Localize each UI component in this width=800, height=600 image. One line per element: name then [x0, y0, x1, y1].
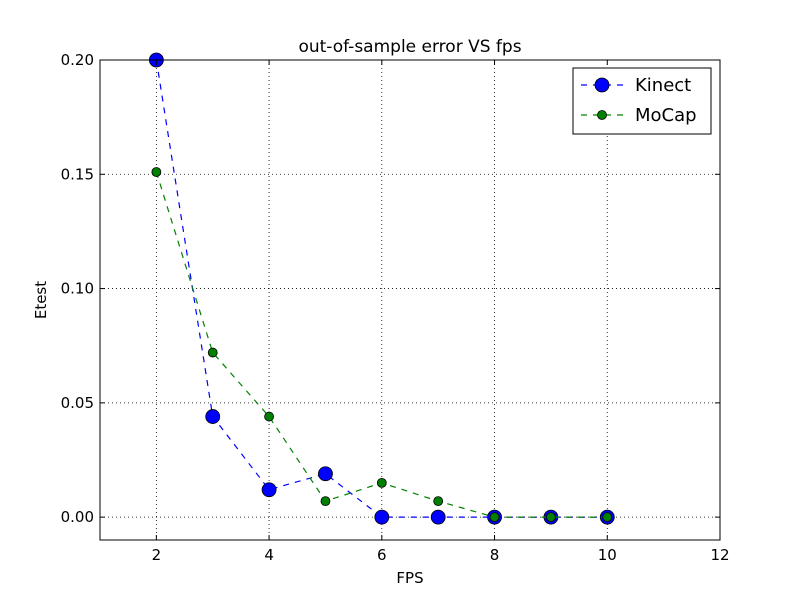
x-axis-title: FPS — [396, 569, 423, 587]
data-point — [207, 347, 218, 358]
x-tick-label: 2 — [152, 546, 162, 564]
legend-item: Kinect — [581, 75, 691, 96]
legend-label: Kinect — [635, 75, 691, 96]
y-tick-label: 0.20 — [61, 51, 94, 69]
x-tick-label: 6 — [377, 546, 387, 564]
data-point — [546, 512, 556, 523]
data-point — [264, 411, 274, 422]
x-tick-label: 8 — [490, 546, 500, 564]
y-tick-label: 0.10 — [61, 280, 94, 298]
y-axis-title: Etest — [32, 281, 50, 319]
y-tick-label: 0.15 — [61, 165, 94, 183]
legend-label: MoCap — [635, 105, 697, 126]
legend-box — [572, 67, 712, 135]
data-point — [376, 477, 387, 488]
axis-ticks: 2 4 6 8 10 12 0.00 0.05 0.10 0.15 0.20 — [61, 51, 730, 564]
data-point — [602, 512, 613, 523]
x-tick-label: 12 — [710, 546, 729, 564]
x-tick-label: 10 — [598, 546, 617, 564]
legend-item: MoCap — [581, 105, 697, 126]
data-point — [320, 496, 331, 507]
data-point — [318, 466, 333, 482]
series-mocap — [151, 167, 613, 523]
data-point — [489, 512, 500, 523]
x-tick-label: 4 — [264, 546, 274, 564]
y-tick-label: 0.00 — [61, 508, 94, 526]
data-point — [374, 509, 390, 525]
data-point — [433, 496, 444, 507]
data-point — [205, 409, 221, 424]
chart-title: out-of-sample error VS fps — [298, 37, 521, 57]
legend-marker — [597, 110, 607, 120]
plot-area-frame — [99, 59, 721, 541]
data-point — [151, 167, 162, 177]
data-point — [430, 509, 446, 525]
legend-marker — [594, 77, 610, 93]
data-point — [261, 482, 277, 498]
legend: Kinect MoCap — [572, 67, 712, 135]
y-tick-label: 0.05 — [61, 394, 94, 412]
